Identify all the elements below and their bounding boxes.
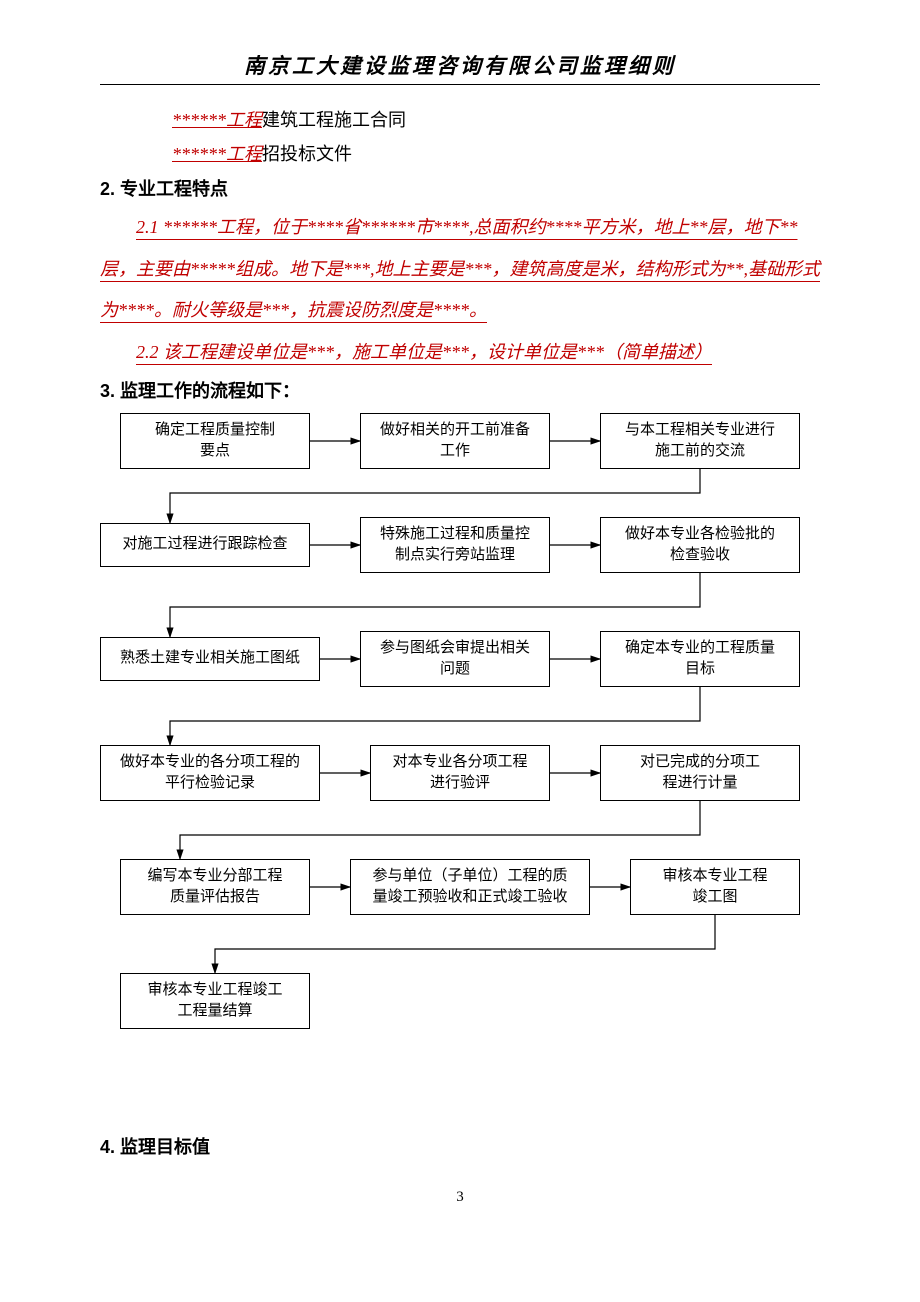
intro-line-1-red: ******工程 bbox=[172, 110, 262, 130]
section-4-heading: 4. 监理目标值 bbox=[100, 1133, 820, 1159]
flow-node-n16: 审核本专业工程竣工工程量结算 bbox=[120, 973, 310, 1029]
flow-node-n14: 参与单位（子单位）工程的质量竣工预验收和正式竣工验收 bbox=[350, 859, 590, 915]
section-2-p1: 2.1 ******工程，位于****省******市****,总面积约****… bbox=[100, 207, 820, 331]
intro-line-1-rest: 建筑工程施工合同 bbox=[262, 110, 406, 130]
flow-node-n10: 做好本专业的各分项工程的平行检验记录 bbox=[100, 745, 320, 801]
flow-node-n5: 特殊施工过程和质量控制点实行旁站监理 bbox=[360, 517, 550, 573]
page-number: 3 bbox=[100, 1189, 820, 1206]
flow-node-n4: 对施工过程进行跟踪检查 bbox=[100, 523, 310, 567]
section-2-p2: 2.2 该工程建设单位是***，施工单位是***，设计单位是***（简单描述） bbox=[100, 332, 820, 373]
page: 南京工大建设监理咨询有限公司监理细则 ******工程建筑工程施工合同 ****… bbox=[0, 0, 920, 1246]
flow-node-n1: 确定工程质量控制要点 bbox=[120, 413, 310, 469]
flow-node-n12: 对已完成的分项工程进行计量 bbox=[600, 745, 800, 801]
flow-node-n2: 做好相关的开工前准备工作 bbox=[360, 413, 550, 469]
flow-node-n9: 确定本专业的工程质量目标 bbox=[600, 631, 800, 687]
intro-line-1: ******工程建筑工程施工合同 bbox=[100, 103, 820, 137]
flow-node-n6: 做好本专业各检验批的检查验收 bbox=[600, 517, 800, 573]
flow-node-n15: 审核本专业工程竣工图 bbox=[630, 859, 800, 915]
header-rule bbox=[100, 84, 820, 85]
flow-node-n7: 熟悉土建专业相关施工图纸 bbox=[100, 637, 320, 681]
section-2-heading: 2. 专业工程特点 bbox=[100, 175, 820, 201]
intro-block: ******工程建筑工程施工合同 ******工程招投标文件 bbox=[100, 103, 820, 171]
section-2-p1-text: 2.1 ******工程，位于****省******市****,总面积约****… bbox=[100, 217, 820, 320]
section-2-p2-text: 2.2 该工程建设单位是***，施工单位是***，设计单位是***（简单描述） bbox=[136, 342, 712, 362]
flow-node-n8: 参与图纸会审提出相关问题 bbox=[360, 631, 550, 687]
flow-node-n3: 与本工程相关专业进行施工前的交流 bbox=[600, 413, 800, 469]
page-header-title: 南京工大建设监理咨询有限公司监理细则 bbox=[100, 50, 820, 84]
flowchart: 确定工程质量控制要点做好相关的开工前准备工作与本工程相关专业进行施工前的交流对施… bbox=[100, 413, 820, 1113]
intro-line-2-rest: 招投标文件 bbox=[262, 144, 352, 164]
intro-line-2: ******工程招投标文件 bbox=[100, 137, 820, 171]
section-3-heading: 3. 监理工作的流程如下： bbox=[100, 377, 820, 403]
flow-node-n13: 编写本专业分部工程质量评估报告 bbox=[120, 859, 310, 915]
flow-node-n11: 对本专业各分项工程进行验评 bbox=[370, 745, 550, 801]
intro-line-2-red: ******工程 bbox=[172, 144, 262, 164]
